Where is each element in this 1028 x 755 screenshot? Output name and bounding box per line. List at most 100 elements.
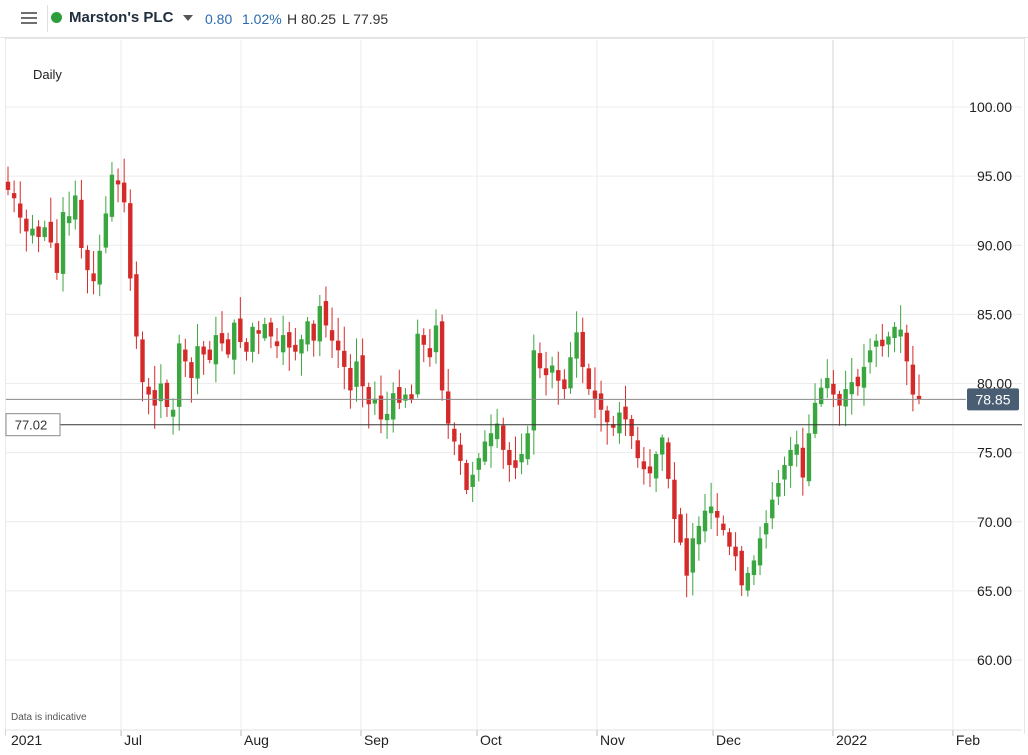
candle-body — [874, 340, 879, 347]
candle-body — [782, 465, 787, 480]
candle-body — [855, 376, 861, 387]
menu-icon[interactable] — [21, 11, 37, 25]
candle-body — [60, 212, 66, 274]
candle-body — [568, 357, 573, 389]
x-tick-label: Feb — [956, 732, 980, 748]
candle-body — [507, 449, 512, 466]
candle-body — [916, 395, 922, 400]
candle-body — [666, 442, 671, 479]
candle-body — [501, 425, 506, 450]
candle-body — [189, 362, 194, 378]
candle-body — [91, 273, 96, 282]
y-tick-label: 90.00 — [977, 237, 1012, 253]
candles — [5, 158, 922, 598]
chart-grid — [5, 40, 1022, 730]
candle-body — [672, 479, 677, 519]
candle-body — [268, 322, 274, 337]
candle-body — [170, 409, 176, 417]
x-tick-label: 2022 — [836, 732, 867, 748]
crosshair-label: 77.02 — [15, 418, 48, 433]
candle-body — [329, 330, 335, 341]
candle-body — [213, 335, 219, 365]
candle-body — [5, 181, 11, 190]
candle-body — [427, 348, 433, 358]
candle-body — [134, 274, 139, 337]
market-status-dot — [51, 12, 62, 23]
y-tick-label: 95.00 — [977, 168, 1012, 184]
candle-body — [910, 364, 916, 395]
candle-body — [360, 355, 365, 387]
candle-body — [299, 339, 304, 354]
candle-body — [733, 546, 738, 557]
y-tick-label: 65.00 — [977, 583, 1012, 599]
candle-body — [653, 454, 659, 479]
candle-body — [708, 506, 714, 514]
candle-body — [79, 199, 84, 249]
candle-body — [843, 389, 848, 407]
chart-header: Marston's PLC 0.80 1.02% H 80.25 L 77.95 — [0, 0, 1028, 38]
candle-body — [109, 174, 115, 217]
price-change: 0.80 — [205, 11, 233, 27]
interval-label[interactable]: Daily — [33, 67, 62, 82]
candle-body — [280, 335, 286, 353]
candle-body — [684, 538, 689, 576]
candle-body — [256, 330, 261, 334]
candle-body — [219, 333, 225, 344]
candle-body — [812, 402, 818, 434]
price-change-percent: 1.02% — [242, 11, 282, 27]
candle-body — [537, 353, 543, 369]
candle-body — [580, 332, 585, 367]
candle-body — [525, 433, 530, 460]
candle-body — [806, 433, 812, 482]
header-divider — [47, 5, 48, 32]
candle-body — [146, 386, 151, 395]
candle-body — [519, 454, 524, 463]
candle-body — [488, 433, 494, 447]
candle-body — [770, 499, 775, 519]
candle-body — [66, 216, 72, 224]
candle-body — [513, 460, 518, 468]
candle-body — [158, 383, 164, 402]
candle-body — [556, 370, 561, 381]
candle-body — [494, 423, 500, 440]
candle-body — [446, 391, 451, 424]
candle-body — [476, 458, 481, 470]
candle-body — [311, 323, 316, 341]
x-tick-label: Jul — [124, 732, 142, 748]
candle-body — [54, 243, 60, 273]
chevron-down-icon[interactable] — [183, 15, 193, 21]
candle-body — [727, 532, 732, 547]
candle-body — [745, 572, 751, 591]
candle-body — [397, 387, 402, 403]
candle-body — [849, 382, 854, 395]
candle-body — [238, 318, 243, 343]
candle-body — [262, 324, 267, 339]
candle-body — [751, 560, 757, 576]
candle-body — [342, 350, 347, 367]
candlestick-chart[interactable]: 78.85 77.02 100.00 95.00 90.00 85.00 80.00 75.… — [5, 38, 1025, 755]
candle-body — [183, 349, 188, 362]
candle-body — [629, 418, 634, 437]
candle-body — [232, 322, 237, 360]
candle-body — [696, 525, 702, 545]
candle-body — [647, 466, 653, 474]
candle-body — [776, 483, 781, 497]
candle-body — [140, 339, 145, 383]
candle-body — [898, 329, 903, 337]
instrument-title[interactable]: Marston's PLC — [69, 9, 174, 26]
candle-body — [164, 382, 170, 408]
x-tick-label: Oct — [480, 732, 502, 748]
crosshair-tag — [5, 413, 61, 437]
candle-body — [36, 226, 41, 237]
candle-body — [250, 326, 255, 352]
candle-body — [586, 368, 592, 390]
candle-body — [757, 538, 763, 566]
candle-body — [598, 393, 604, 410]
candle-body — [176, 343, 182, 407]
candle-body — [788, 449, 793, 466]
candle-body — [323, 301, 329, 326]
y-tick-label: 75.00 — [977, 445, 1012, 461]
candle-body — [611, 424, 616, 428]
candle-body — [97, 250, 102, 285]
y-tick-label: 60.00 — [977, 652, 1012, 668]
